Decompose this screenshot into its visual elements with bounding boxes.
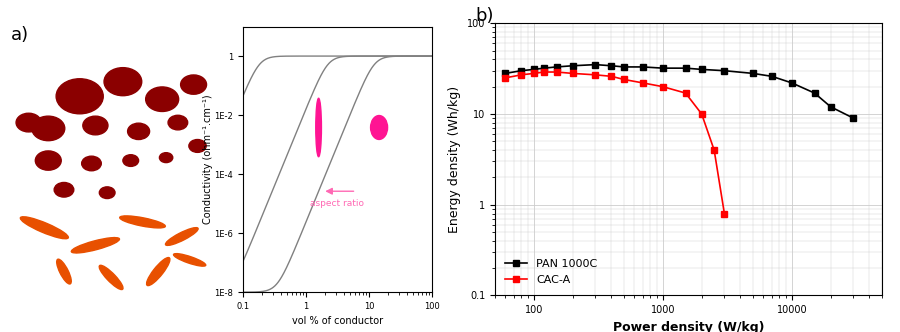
Legend: PAN 1000C, CAC-A: PAN 1000C, CAC-A <box>500 254 602 290</box>
Circle shape <box>83 116 108 135</box>
PAN 1000C <box>767 74 778 78</box>
Circle shape <box>104 68 141 96</box>
Circle shape <box>123 155 139 166</box>
Ellipse shape <box>371 116 388 139</box>
CAC-A <box>719 211 730 215</box>
PAN 1000C <box>748 71 759 75</box>
CAC-A <box>500 76 510 80</box>
PAN 1000C <box>590 63 601 67</box>
PAN 1000C <box>787 81 797 85</box>
CAC-A <box>551 70 562 74</box>
CAC-A <box>618 77 629 81</box>
Circle shape <box>181 75 206 94</box>
Ellipse shape <box>57 259 71 284</box>
PAN 1000C <box>551 65 562 69</box>
Text: b): b) <box>476 7 494 25</box>
Line: CAC-A: CAC-A <box>502 69 727 216</box>
Circle shape <box>35 151 61 170</box>
Ellipse shape <box>21 217 68 239</box>
Ellipse shape <box>166 228 198 245</box>
PAN 1000C <box>606 64 616 68</box>
PAN 1000C <box>719 69 730 73</box>
Ellipse shape <box>174 254 206 266</box>
CAC-A <box>538 70 549 74</box>
PAN 1000C <box>825 105 836 109</box>
PAN 1000C <box>516 69 526 73</box>
PAN 1000C <box>848 116 859 120</box>
Circle shape <box>54 183 74 197</box>
X-axis label: Power density (W/kg): Power density (W/kg) <box>613 321 764 332</box>
Circle shape <box>168 115 188 130</box>
CAC-A <box>680 91 691 95</box>
PAN 1000C <box>637 65 648 69</box>
Circle shape <box>56 79 104 114</box>
CAC-A <box>709 148 720 152</box>
PAN 1000C <box>618 65 629 69</box>
X-axis label: vol % of conductor: vol % of conductor <box>292 316 383 326</box>
PAN 1000C <box>538 66 549 70</box>
Circle shape <box>128 123 149 139</box>
CAC-A <box>590 73 601 77</box>
Circle shape <box>189 139 206 152</box>
CAC-A <box>606 74 616 78</box>
PAN 1000C <box>680 66 691 70</box>
CAC-A <box>657 85 668 89</box>
Y-axis label: Conductivity (ohm⁻¹.cm⁻¹): Conductivity (ohm⁻¹.cm⁻¹) <box>203 95 213 224</box>
PAN 1000C <box>500 71 510 75</box>
CAC-A <box>528 71 539 75</box>
Circle shape <box>82 156 102 171</box>
PAN 1000C <box>809 91 820 95</box>
Ellipse shape <box>147 258 170 286</box>
Y-axis label: Energy density (Wh/kg): Energy density (Wh/kg) <box>448 86 462 233</box>
Ellipse shape <box>120 216 166 228</box>
CAC-A <box>697 112 707 116</box>
CAC-A <box>567 71 578 75</box>
PAN 1000C <box>657 66 668 70</box>
Circle shape <box>32 116 65 141</box>
Circle shape <box>146 87 179 112</box>
Ellipse shape <box>71 238 120 253</box>
PAN 1000C <box>528 67 539 71</box>
Circle shape <box>159 153 173 163</box>
Text: aspect ratio: aspect ratio <box>310 199 365 208</box>
PAN 1000C <box>697 67 707 71</box>
Ellipse shape <box>99 265 123 290</box>
CAC-A <box>637 81 648 85</box>
CAC-A <box>516 73 526 77</box>
Circle shape <box>16 113 41 132</box>
Ellipse shape <box>316 98 321 157</box>
PAN 1000C <box>567 64 578 68</box>
Line: PAN 1000C: PAN 1000C <box>502 62 856 121</box>
Circle shape <box>99 187 115 199</box>
Text: a): a) <box>11 26 30 44</box>
